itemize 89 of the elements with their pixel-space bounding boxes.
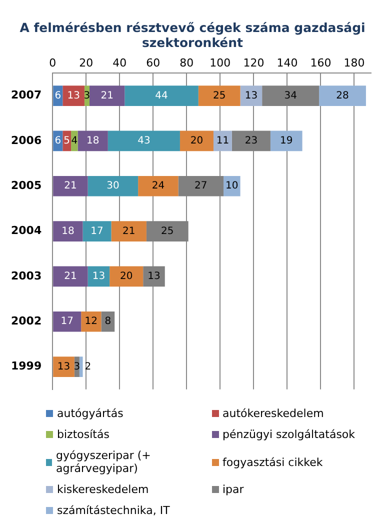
data-label: 5 [64, 136, 70, 147]
x-tick-label: 20 [79, 56, 94, 70]
bar [270, 130, 302, 152]
data-label: 17 [90, 226, 104, 237]
data-label: 13 [244, 90, 258, 102]
legend-label: pénzügyi szolgáltatások [222, 428, 356, 441]
y-tick-label: 2002 [10, 314, 42, 328]
data-label: 21 [100, 90, 114, 102]
bar [101, 311, 115, 332]
bar [138, 176, 178, 196]
data-label: 4 [71, 136, 78, 147]
data-label: 25 [161, 226, 174, 237]
data-label: 17 [60, 316, 74, 328]
bar [53, 221, 83, 242]
x-tick-label: 40 [112, 56, 127, 70]
bar [53, 176, 88, 196]
data-label: 13 [148, 271, 160, 282]
bar [124, 86, 198, 106]
x-tick-label: 0 [49, 56, 56, 70]
data-label: 13 [92, 271, 106, 282]
data-label: 18 [86, 136, 100, 147]
data-label: 8 [104, 316, 112, 328]
legend-label: biztosítás [57, 428, 110, 441]
bar [108, 130, 180, 152]
bar [213, 130, 232, 152]
bar [82, 221, 112, 242]
y-tick-label: 2007 [10, 88, 42, 102]
data-label: 21 [64, 271, 77, 282]
bar [78, 130, 108, 152]
data-label: 13 [67, 90, 80, 102]
bar [62, 86, 84, 106]
data-label: 21 [122, 226, 136, 237]
data-label: 19 [280, 136, 293, 147]
data-label: 3 [84, 90, 90, 102]
y-tick-label: 2003 [10, 269, 42, 282]
data-label: 34 [284, 90, 297, 102]
legend-label: ipar [222, 483, 244, 496]
data-label: 24 [152, 180, 165, 192]
data-label: 3 [74, 361, 80, 372]
data-label: 18 [62, 226, 74, 237]
data-label: 11 [216, 136, 230, 147]
data-label: 2 [84, 361, 92, 372]
data-label: 28 [336, 90, 349, 102]
x-tick-label: 160 [310, 56, 332, 70]
data-label: 43 [138, 136, 150, 147]
bar [319, 86, 366, 106]
data-label: 21 [64, 180, 77, 192]
bar [240, 86, 262, 106]
x-tick-label: 100 [210, 56, 231, 70]
y-tick-label: 2006 [10, 134, 42, 147]
bar [88, 176, 138, 196]
data-label: 44 [155, 90, 168, 102]
x-tick-label: 80 [180, 56, 194, 70]
data-label: 23 [244, 136, 258, 147]
bar [198, 86, 240, 106]
x-tick-label: 180 [344, 56, 365, 70]
legend-label: fogyasztási cikkek [222, 456, 323, 468]
x-tick-label: 120 [243, 56, 264, 70]
legend-label: autógyártás [57, 407, 124, 420]
bar [53, 266, 88, 287]
x-tick-label: 140 [276, 56, 298, 70]
bar [79, 356, 83, 377]
data-label: 12 [84, 316, 98, 328]
data-label: 30 [106, 180, 120, 192]
bar [224, 176, 240, 196]
data-label: 20 [120, 271, 133, 282]
bar [53, 311, 82, 332]
legend-label: számítástechnika, IT [57, 504, 170, 517]
data-label: 20 [190, 136, 204, 147]
data-label: 6 [54, 136, 62, 147]
bar [89, 86, 125, 106]
y-tick-label: 2005 [10, 178, 42, 192]
data-label: 10 [226, 180, 238, 192]
legend-label: gyógyszeripar (+ agrárvegyipar) [56, 449, 152, 475]
data-label: 27 [194, 180, 208, 192]
data-label: 13 [57, 361, 70, 372]
legend-label: autókereskedelem [222, 407, 324, 420]
bar [110, 266, 144, 287]
x-tick-label: 60 [146, 56, 160, 70]
bar [111, 221, 146, 242]
data-label: 25 [212, 90, 226, 102]
y-tick-label: 1999 [10, 360, 42, 373]
bar [180, 130, 214, 152]
chart-title: A felmérésben résztvevő cégek száma gazdasági szektoronként [18, 19, 366, 52]
bar [81, 311, 102, 332]
y-tick-label: 2004 [10, 224, 42, 238]
data-label: 6 [54, 90, 62, 102]
bar [53, 356, 74, 377]
legend-label: kiskereskedelem [57, 483, 149, 496]
